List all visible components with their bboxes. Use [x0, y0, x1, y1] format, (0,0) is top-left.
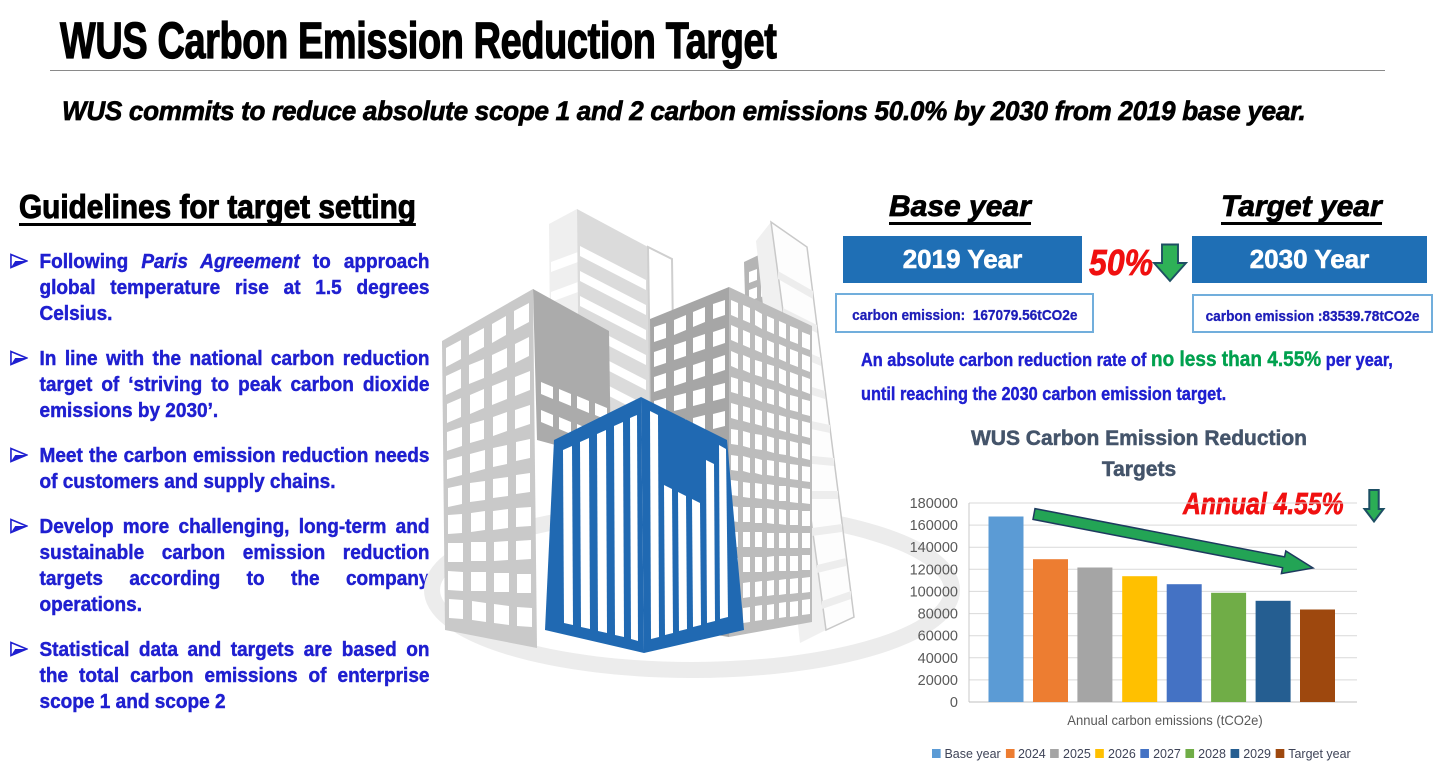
svg-text:120000: 120000 [910, 562, 958, 578]
svg-text:140000: 140000 [910, 540, 958, 556]
svg-text:0: 0 [950, 695, 958, 711]
svg-text:40000: 40000 [918, 651, 958, 667]
svg-text:100000: 100000 [910, 584, 958, 600]
svg-text:160000: 160000 [910, 518, 958, 534]
svg-text:20000: 20000 [918, 673, 958, 689]
svg-text:180000: 180000 [910, 496, 958, 512]
svg-text:60000: 60000 [918, 629, 958, 645]
svg-text:80000: 80000 [918, 607, 958, 623]
